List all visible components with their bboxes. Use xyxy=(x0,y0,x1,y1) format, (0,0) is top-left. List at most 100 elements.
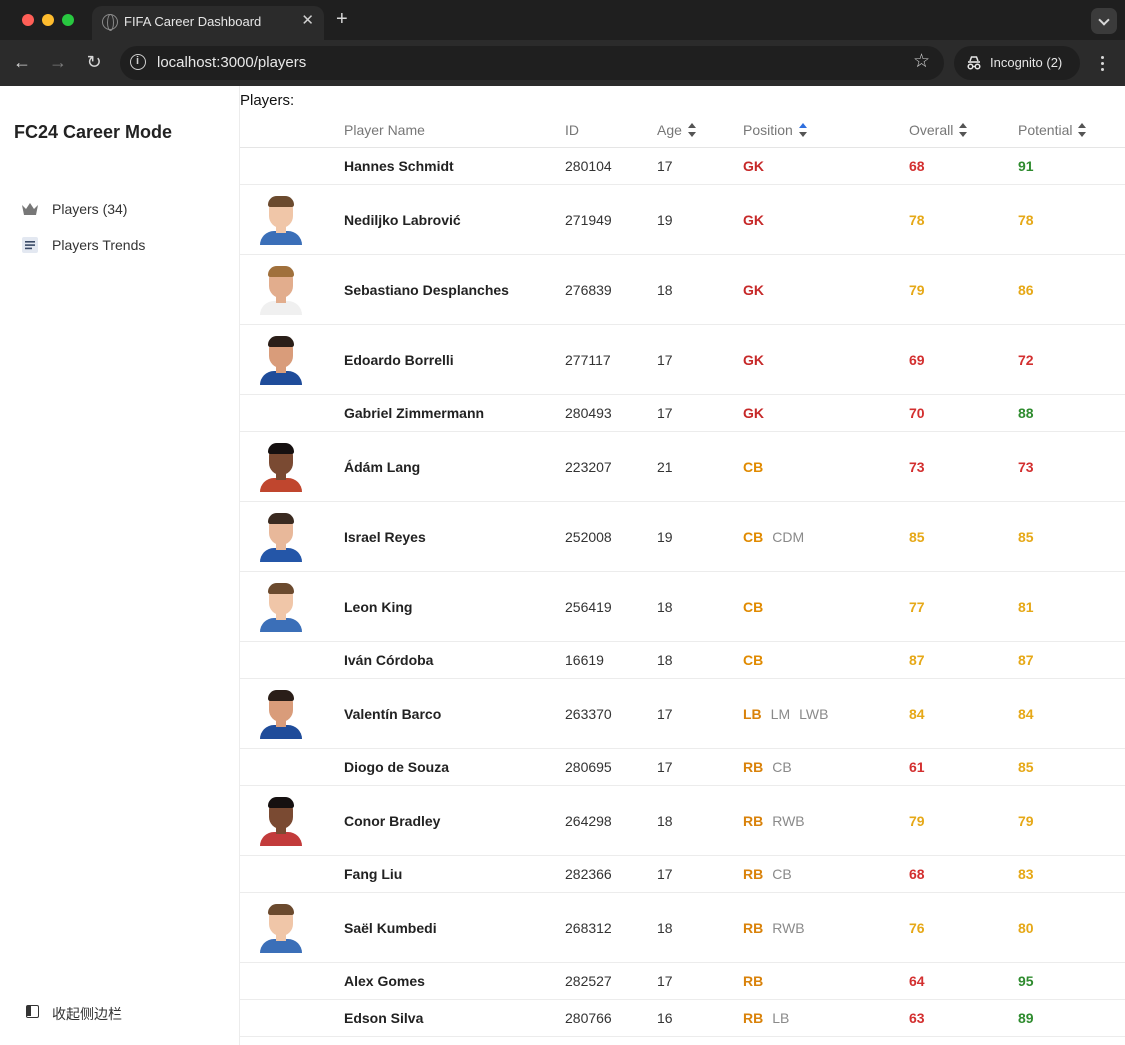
table-row[interactable]: Fang Liu 282366 17 RB CB 68 83 xyxy=(240,856,1125,893)
column-header-label: ID xyxy=(565,122,579,138)
player-photo-part xyxy=(268,690,294,701)
incognito-label: Incognito (2) xyxy=(990,55,1063,70)
reload-icon[interactable]: ↻ xyxy=(86,52,102,72)
overall-rating: 76 xyxy=(909,920,925,936)
collapse-sidebar-button[interactable]: 收起侧边栏 xyxy=(10,997,230,1027)
potential-rating: 89 xyxy=(1018,1010,1034,1026)
column-header-age[interactable]: Age xyxy=(657,122,697,138)
player-id: 16619 xyxy=(565,652,604,668)
player-age: 17 xyxy=(657,759,673,775)
primary-position: RB xyxy=(743,973,764,989)
primary-position: CB xyxy=(743,652,764,668)
player-name: Ádám Lang xyxy=(344,459,421,475)
table-row[interactable]: Saël Kumbedi 268312 18 RB RWB 76 80 xyxy=(240,893,1125,963)
table-row[interactable]: Diogo de Souza 280695 17 RB CB 61 85 xyxy=(240,749,1125,786)
primary-position: RB xyxy=(743,866,764,882)
player-age: 17 xyxy=(657,866,673,882)
player-id: 252008 xyxy=(565,529,612,545)
table-row[interactable]: Iván Córdoba 16619 18 CB 87 87 xyxy=(240,642,1125,679)
sort-ascending-icon[interactable] xyxy=(798,123,808,138)
player-position: RB CB xyxy=(743,866,792,882)
player-age: 19 xyxy=(657,212,673,228)
column-header-id[interactable]: ID xyxy=(565,122,579,138)
incognito-button[interactable]: Incognito (2) xyxy=(954,46,1080,80)
alternate-position: LB xyxy=(772,1010,790,1026)
column-header-name[interactable]: Player Name xyxy=(344,122,425,138)
forward-icon[interactable]: → xyxy=(49,52,67,72)
player-age: 18 xyxy=(657,282,673,298)
table-row[interactable]: Hannes Schmidt 280104 17 GK 68 91 xyxy=(240,148,1125,185)
player-photo-part xyxy=(260,478,302,492)
player-age: 17 xyxy=(657,706,673,722)
player-photo-part xyxy=(276,295,286,303)
player-photo xyxy=(256,903,306,953)
back-icon[interactable]: ← xyxy=(13,52,31,72)
browser-chrome: FIFA Career Dashboard ✕ + ← → ↻ localhos… xyxy=(0,0,1125,86)
sort-icon[interactable] xyxy=(959,123,968,138)
table-row[interactable]: Valentín Barco 263370 17 LB LM LWB 84 84 xyxy=(240,679,1125,749)
page-heading: Players: xyxy=(240,92,295,109)
player-name: Edson Silva xyxy=(344,1010,424,1026)
table-row[interactable]: Alex Gomes 282527 17 RB 64 95 xyxy=(240,963,1125,1000)
table-row[interactable]: Sebastiano Desplanches 276839 18 GK 79 86 xyxy=(240,255,1125,325)
primary-position: LB xyxy=(743,706,762,722)
sidebar-item-players[interactable]: Players (34) xyxy=(10,194,230,224)
table-row[interactable]: Ádám Lang 223207 21 CB 73 73 xyxy=(240,432,1125,502)
kebab-menu-icon[interactable] xyxy=(1092,52,1112,74)
player-position: CB xyxy=(743,652,763,668)
column-header-position[interactable]: Position xyxy=(743,122,808,138)
column-header-overall[interactable]: Overall xyxy=(909,122,968,138)
player-position: CB CDM xyxy=(743,529,804,545)
star-icon[interactable]: ☆ xyxy=(912,51,930,72)
player-position: CB xyxy=(743,459,763,475)
table-row[interactable]: Edson Silva 280766 16 RB LB 63 89 xyxy=(240,1000,1125,1037)
potential-rating: 72 xyxy=(1018,352,1034,368)
potential-rating: 78 xyxy=(1018,212,1034,228)
player-age: 18 xyxy=(657,652,673,668)
overall-rating: 79 xyxy=(909,282,925,298)
player-name: Israel Reyes xyxy=(344,529,426,545)
list-icon xyxy=(22,237,38,253)
table-row[interactable]: Gabriel Zimmermann 280493 17 GK 70 88 xyxy=(240,395,1125,432)
maximize-window-button[interactable] xyxy=(62,14,74,26)
close-window-button[interactable] xyxy=(22,14,34,26)
player-name: Diogo de Souza xyxy=(344,759,449,775)
potential-rating: 88 xyxy=(1018,405,1034,421)
primary-position: RB xyxy=(743,813,764,829)
overall-rating: 78 xyxy=(909,212,925,228)
globe-icon xyxy=(102,14,118,31)
sidebar-icon xyxy=(26,1005,39,1018)
player-photo-part xyxy=(268,196,294,207)
close-icon[interactable]: ✕ xyxy=(301,12,314,29)
player-photo-part xyxy=(260,301,302,315)
minimize-window-button[interactable] xyxy=(42,14,54,26)
table-row[interactable]: Nediljko Labrović 271949 19 GK 78 78 xyxy=(240,185,1125,255)
address-bar[interactable]: localhost:3000/players ☆ xyxy=(120,46,944,80)
player-photo-part xyxy=(268,513,294,524)
table-row[interactable]: Conor Bradley 264298 18 RB RWB 79 79 xyxy=(240,786,1125,856)
browser-tab[interactable]: FIFA Career Dashboard ✕ xyxy=(92,6,324,40)
primary-position: RB xyxy=(743,759,764,775)
sort-icon[interactable] xyxy=(1078,123,1087,138)
table-row[interactable]: Leon King 256419 18 CB 77 81 xyxy=(240,572,1125,642)
url-text[interactable]: localhost:3000/players xyxy=(157,54,307,71)
sort-icon[interactable] xyxy=(687,123,697,138)
table-row[interactable]: Edoardo Borrelli 277117 17 GK 69 72 xyxy=(240,325,1125,395)
chevron-down-icon[interactable] xyxy=(1091,8,1117,34)
player-position: GK xyxy=(743,405,764,421)
column-header-label: Age xyxy=(657,122,682,138)
player-name: Valentín Barco xyxy=(344,706,442,722)
alternate-position: CB xyxy=(772,866,792,882)
sidebar-item-players-trends[interactable]: Players Trends xyxy=(10,230,230,260)
player-photo xyxy=(256,335,306,385)
player-id: 268312 xyxy=(565,920,612,936)
player-name: Hannes Schmidt xyxy=(344,158,454,174)
table-row[interactable]: Israel Reyes 252008 19 CB CDM 85 85 xyxy=(240,502,1125,572)
player-photo xyxy=(256,442,306,492)
info-icon[interactable] xyxy=(130,54,146,70)
player-id: 263370 xyxy=(565,706,612,722)
player-name: Saël Kumbedi xyxy=(344,920,437,936)
player-position: GK xyxy=(743,282,764,298)
plus-icon[interactable]: + xyxy=(336,8,348,30)
column-header-potential[interactable]: Potential xyxy=(1018,122,1087,138)
